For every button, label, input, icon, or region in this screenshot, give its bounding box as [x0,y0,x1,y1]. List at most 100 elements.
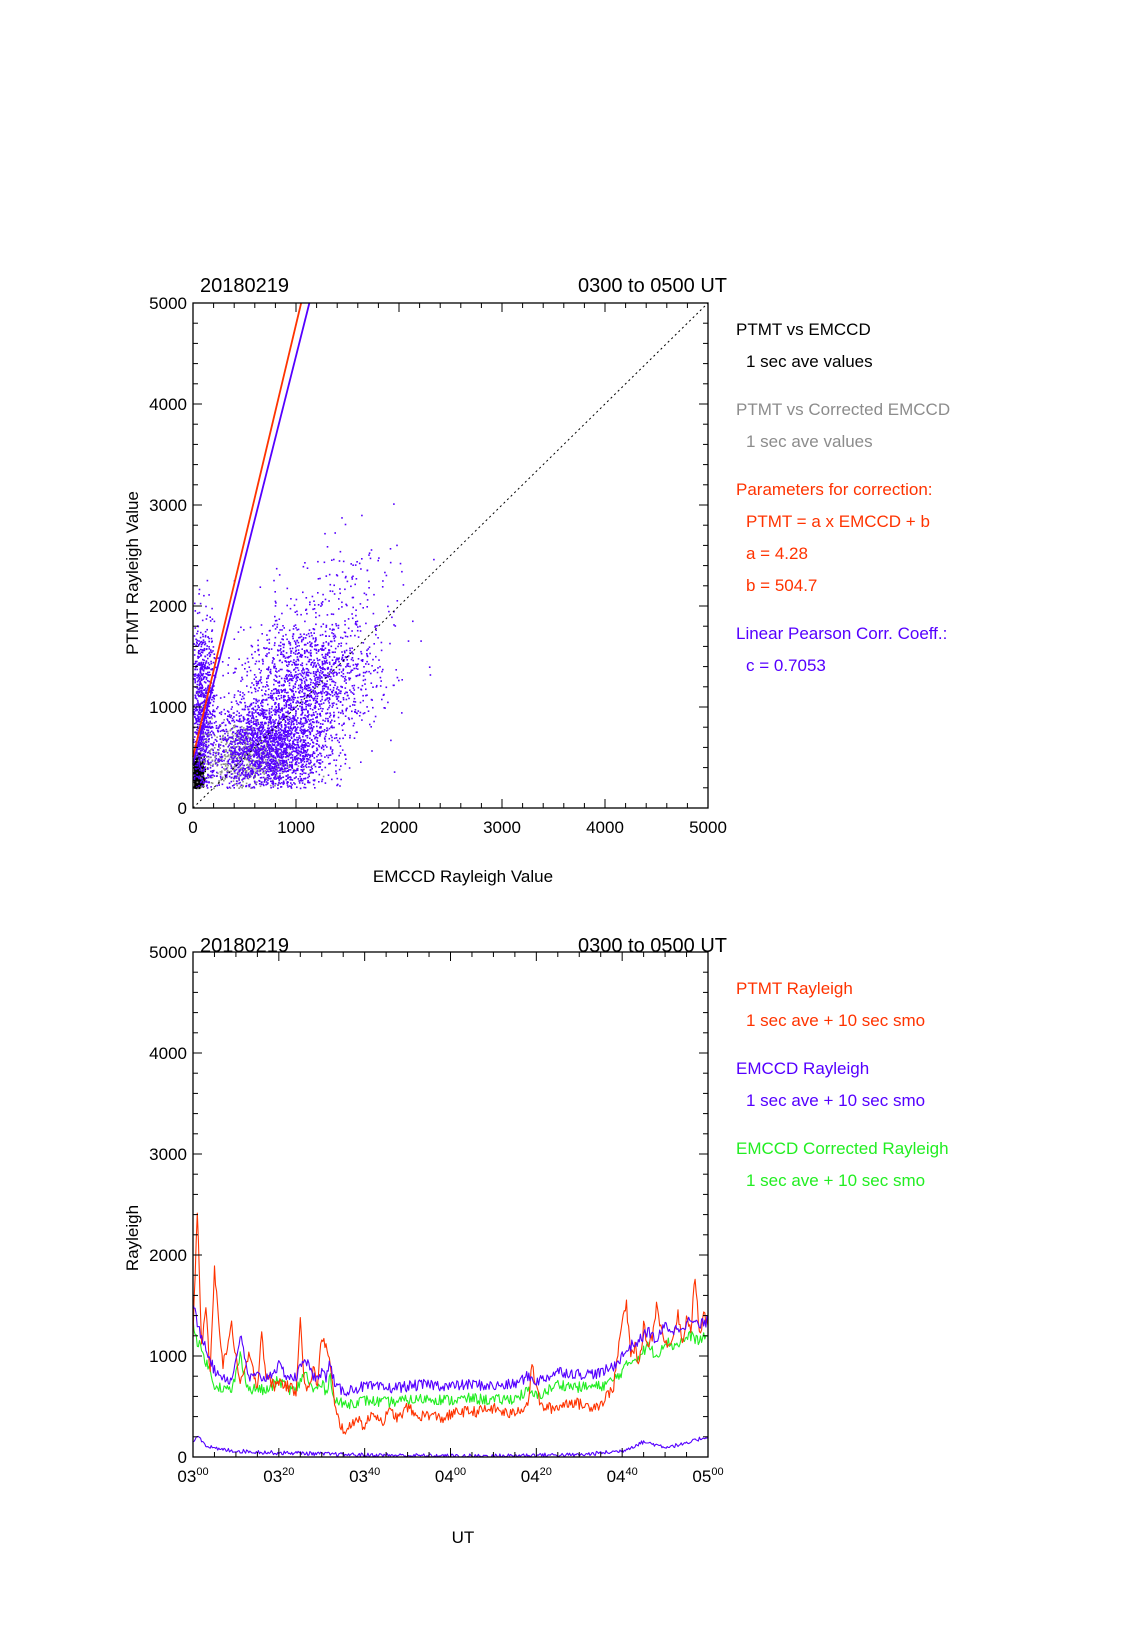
scatter-point [290,718,292,720]
scatter-point [230,773,233,775]
scatter-point [213,769,215,772]
scatter-point [283,718,285,721]
scatter-point [198,777,200,780]
scatter-point [262,708,264,711]
scatter-point [206,781,208,784]
scatter-point [333,720,336,722]
scatter-point [212,749,214,752]
scatter-point [270,773,273,776]
scatter-point [196,705,198,707]
scatter-point [352,704,354,706]
scatter-point [285,747,288,750]
scatter-point [379,665,381,668]
scatter-point [209,720,211,723]
scatter-point [349,635,352,637]
scatter-point [295,664,298,666]
scatter-point [302,733,304,736]
scatter-point [280,751,283,753]
scatter-point [277,710,280,713]
scatter-point [285,702,287,704]
scatter-point [286,665,289,667]
scatter-point [266,634,268,636]
scatter-point [210,660,212,663]
scatter-point [264,769,267,772]
scatter-point [196,674,198,677]
scatter-point [253,720,255,723]
scatter-point [198,766,201,768]
scatter-point [355,675,358,678]
scatter-point [238,749,241,752]
scatter-point [355,667,357,670]
scatter-point [311,765,313,767]
scatter-point [317,754,320,756]
scatter-point [281,782,283,784]
scatter-point [307,710,309,712]
scatter-point [228,775,231,778]
scatter-point [237,745,239,748]
scatter-point [233,724,236,727]
scatter-point [197,694,199,696]
scatter-point [265,698,268,701]
scatter-point [212,763,214,766]
scatter-point [296,754,298,757]
scatter-point [290,679,293,682]
scatter-point [253,777,255,780]
scatter-point [310,719,312,721]
scatter-point [193,739,195,741]
scatter-point [205,618,208,620]
scatter-point [265,763,267,765]
scatter-point [325,733,327,735]
scatter-point [296,667,299,669]
scatter-point [228,782,231,785]
scatter-point [284,699,286,701]
scatter-point [279,733,281,736]
scatter-point [307,776,309,779]
scatter-point [325,690,327,693]
scatter-point [393,624,395,626]
scatter-point [283,732,285,735]
scatter-point [250,767,253,770]
scatter-point [219,697,222,699]
scatter-point [255,660,258,663]
scatter-point [261,694,264,697]
scatter-point [329,698,331,701]
scatter-point [275,697,277,699]
scatter-point [198,712,201,715]
scatter-point [230,740,232,743]
scatter-point [281,746,284,748]
scatter-point [236,757,239,759]
scatter-point [293,661,296,664]
scatter-point [232,780,235,782]
scatter-point [305,667,308,670]
scatter-point [254,732,256,735]
scatter-point [259,739,261,741]
scatter-point [235,768,238,771]
scatter-panel: 20180219 0300 to 0500 UT 010002000300040… [123,275,950,886]
scatter-point [265,731,267,733]
scatter-point [322,746,325,748]
scatter-point [194,758,197,761]
scatter-point [267,752,269,754]
scatter-point [308,766,310,768]
scatter-point [292,715,294,717]
scatter-point [304,637,307,639]
scatter-point [239,767,242,770]
scatter-point [359,701,362,704]
scatter-point [194,704,196,706]
scatter-point [308,687,311,689]
scatter-point [224,778,226,780]
scatter-point [252,770,254,773]
scatter-point [233,716,235,718]
scatter-point [266,709,268,712]
scatter-point [206,654,209,656]
scatter-point [295,727,298,730]
scatter-point [266,731,269,734]
scatter-point [233,694,236,696]
scatter-point [197,679,200,682]
scatter-point [241,754,244,757]
scatter-point [356,668,359,670]
scatter-point [336,658,339,660]
scatter-point [261,713,263,715]
scatter-point [263,771,265,773]
scatter-point [211,668,213,671]
